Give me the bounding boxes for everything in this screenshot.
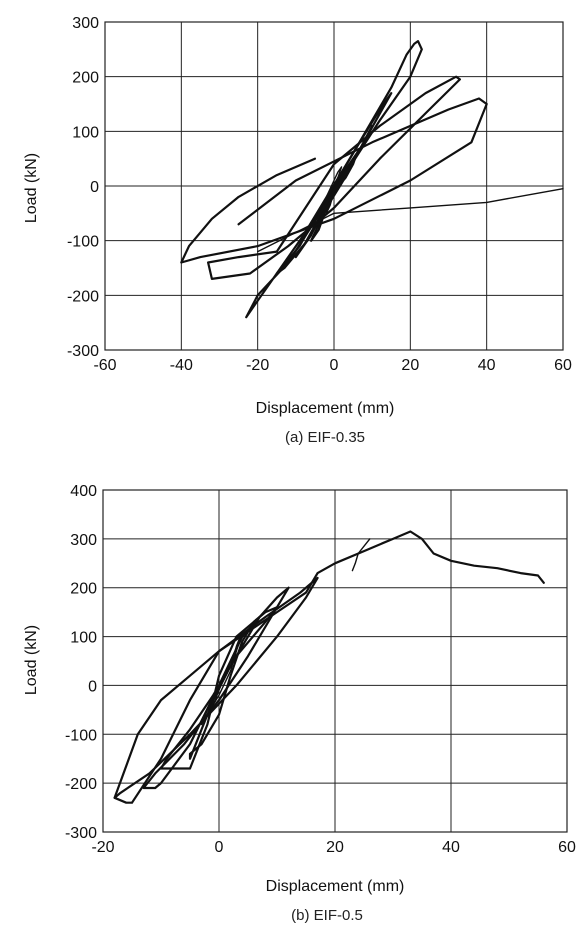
- hysteresis-curves-a: [180, 39, 564, 319]
- x-tick-label: 40: [442, 839, 460, 856]
- x-tick-label: -20: [246, 357, 269, 374]
- hysteresis-loop-5: [113, 576, 319, 804]
- hysteresis-loop-6: [113, 530, 545, 799]
- x-tick-label: 0: [215, 839, 224, 856]
- x-tick-label: 20: [401, 357, 419, 374]
- y-tick-label: -300: [65, 825, 97, 842]
- y-tick-label: 400: [70, 483, 97, 500]
- x-tick-label: -60: [93, 357, 116, 374]
- y-tick-label: 200: [72, 70, 99, 87]
- grid-lines-b: [102, 489, 568, 833]
- y-tick-label: 300: [70, 532, 97, 549]
- x-tick-label: 20: [326, 839, 344, 856]
- caption-a: (a) EIF-0.35: [285, 429, 365, 446]
- y-axis-title-b: Load (kN): [23, 625, 40, 695]
- plot-frame-a: [104, 21, 564, 351]
- y-tick-label: 200: [70, 581, 97, 598]
- caption-b: (b) EIF-0.5: [291, 907, 363, 924]
- y-tick-label: 100: [70, 630, 97, 647]
- hysteresis-loop-7: [351, 538, 371, 572]
- y-tick-label: 0: [88, 678, 97, 695]
- x-tick-labels-b: -20 0 20 40 60: [91, 839, 576, 856]
- x-tick-labels-a: -60 -40 -20 0 20 40 60: [93, 357, 572, 374]
- y-tick-label: 300: [72, 15, 99, 32]
- y-tick-label: -200: [65, 776, 97, 793]
- y-tick-labels-b: -300 -200 -100 0 100 200 300 400: [65, 483, 97, 842]
- hysteresis-loop-8: [257, 187, 564, 253]
- chart-panel-a: -60 -40 -20 0 20 40 60 -300-200-1000100200300 …: [23, 15, 572, 446]
- y-axis-title-a: Load (kN): [23, 153, 40, 223]
- x-tick-label: -40: [170, 357, 193, 374]
- plot-frame-b: [102, 489, 568, 833]
- x-axis-title-b: Displacement (mm): [266, 878, 405, 895]
- hysteresis-loop-5: [245, 39, 423, 319]
- y-tick-label: -100: [67, 234, 99, 251]
- x-tick-label: 0: [330, 357, 339, 374]
- y-tick-label: -100: [65, 727, 97, 744]
- hysteresis-loop-4: [142, 586, 290, 790]
- y-tick-label: -300: [67, 343, 99, 360]
- hysteresis-curves-b: [113, 530, 545, 804]
- x-tick-label: 60: [558, 839, 576, 856]
- x-tick-label: 60: [554, 357, 572, 374]
- y-tick-label: 100: [72, 124, 99, 141]
- x-tick-label: 40: [478, 357, 496, 374]
- x-tick-label: -20: [91, 839, 114, 856]
- hysteresis-loop-6: [207, 75, 461, 280]
- hysteresis-loop-2: [188, 615, 261, 760]
- y-tick-label: -200: [67, 288, 99, 305]
- x-axis-title-a: Displacement (mm): [256, 400, 395, 417]
- hysteresis-loop-7: [180, 97, 488, 264]
- y-tick-label: 0: [90, 179, 99, 196]
- y-tick-labels-a: -300 -200 -100 0 100 200 300: [67, 15, 99, 360]
